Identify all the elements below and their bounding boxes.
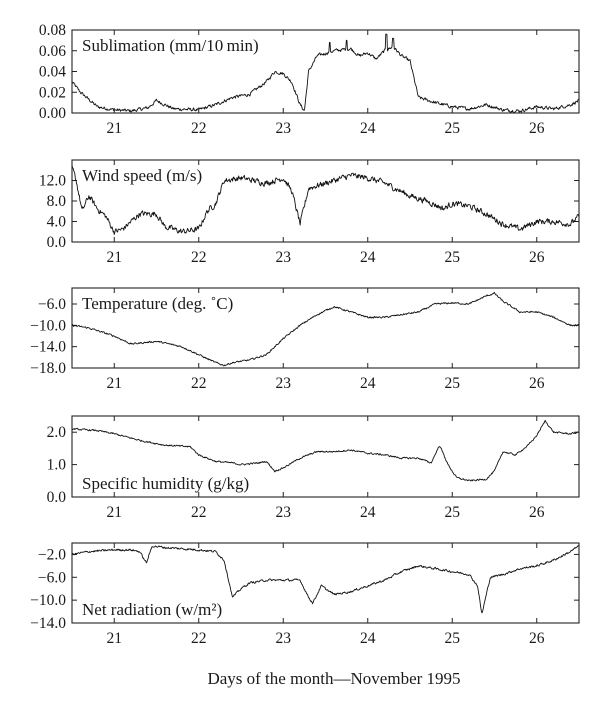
y-tick-label: 0.08 [39,22,66,39]
panel-net-radiation: −14.0 −10.0 −6.0 −2.0 21 22 23 24 25 26 Net radiat… [30,542,580,647]
x-tick-label: 26 [529,120,545,137]
y-tick-label: 0.06 [39,43,66,60]
panel-temperature: −18.0 −14.0 −10.0 −6.0 21 22 23 24 25 26 Temperatu… [30,287,580,392]
x-tick-label: 26 [529,249,545,266]
x-tick-label: 25 [445,249,461,266]
x-tick-label: 26 [529,504,545,521]
y-tick-label: 1.0 [47,457,67,474]
x-tick-label: 24 [360,504,376,521]
x-axis-title: Days of the month—November 1995 [207,669,460,688]
x-tick-label: 23 [276,375,292,392]
y-tick-label: −6.0 [38,569,66,586]
x-tick-label: 22 [191,120,207,137]
y-tick-label: 4.0 [47,214,67,231]
x-tick-label: 25 [445,504,461,521]
x-tick-label: 24 [360,630,376,647]
x-tick-label: 24 [360,120,376,137]
panel-label: Net radiation (w/m²) [82,600,222,619]
x-tick-label: 24 [360,249,376,266]
x-tick-label: 26 [529,375,545,392]
x-tick-label: 23 [276,630,292,647]
x-tick-label: 21 [107,375,123,392]
panel-specific-humidity: 0.0 1.0 2.0 21 22 23 24 25 26 Specific humidity (… [47,415,580,521]
x-tick-label: 24 [360,375,376,392]
x-tick-label: 25 [445,630,461,647]
x-tick-label: 22 [191,504,207,521]
series-line [71,545,580,614]
panel-sublimation: 0.00 0.02 0.04 0.06 0.08 21 22 23 24 25 26 Sublimat… [39,22,580,137]
panel-label: Temperature (deg. ˚C) [82,294,233,313]
series-line [71,419,580,482]
y-tick-label: 2.0 [47,424,67,441]
y-tick-label: −18.0 [30,360,66,377]
y-tick-label: 0.00 [39,105,66,122]
y-tick-label: 8.0 [47,193,67,210]
x-tick-label: 25 [445,375,461,392]
x-tick-label: 22 [191,630,207,647]
x-tick-label: 23 [276,249,292,266]
x-tick-label: 26 [529,630,545,647]
series-line [71,292,580,367]
x-tick-label: 23 [276,504,292,521]
plot-frame [71,415,580,498]
x-tick-label: 25 [445,120,461,137]
y-tick-label: 0.04 [39,64,66,81]
y-tick-label: 0.0 [47,234,67,251]
y-tick-label: 0.02 [39,84,66,101]
x-tick-label: 23 [276,120,292,137]
x-tick-label: 22 [191,375,207,392]
panel-label: Specific humidity (g/kg) [82,474,249,493]
x-tick-label: 21 [107,249,123,266]
y-tick-label: −14.0 [30,339,66,356]
series-line [71,165,580,235]
x-tick-label: 21 [107,630,123,647]
plot-frame [71,287,580,369]
series-line [71,33,580,114]
x-tick-label: 21 [107,504,123,521]
y-tick-label: 0.0 [47,489,67,506]
panel-label: Sublimation (mm/10 min) [82,36,259,55]
y-tick-label: −10.0 [30,317,66,334]
y-tick-label: 12.0 [39,173,66,190]
x-tick-label: 21 [107,120,123,137]
y-tick-label: −14.0 [30,615,66,632]
y-tick-label: −6.0 [38,296,66,313]
panel-label: Wind speed (m/s) [82,166,202,185]
panel-wind-speed: 0.0 4.0 8.0 12.0 21 22 23 24 25 26 Wind speed (m/s… [39,159,580,266]
plot-frame [71,542,580,624]
x-tick-label: 22 [191,249,207,266]
y-tick-label: −2.0 [38,546,66,563]
y-tick-label: −10.0 [30,592,66,609]
